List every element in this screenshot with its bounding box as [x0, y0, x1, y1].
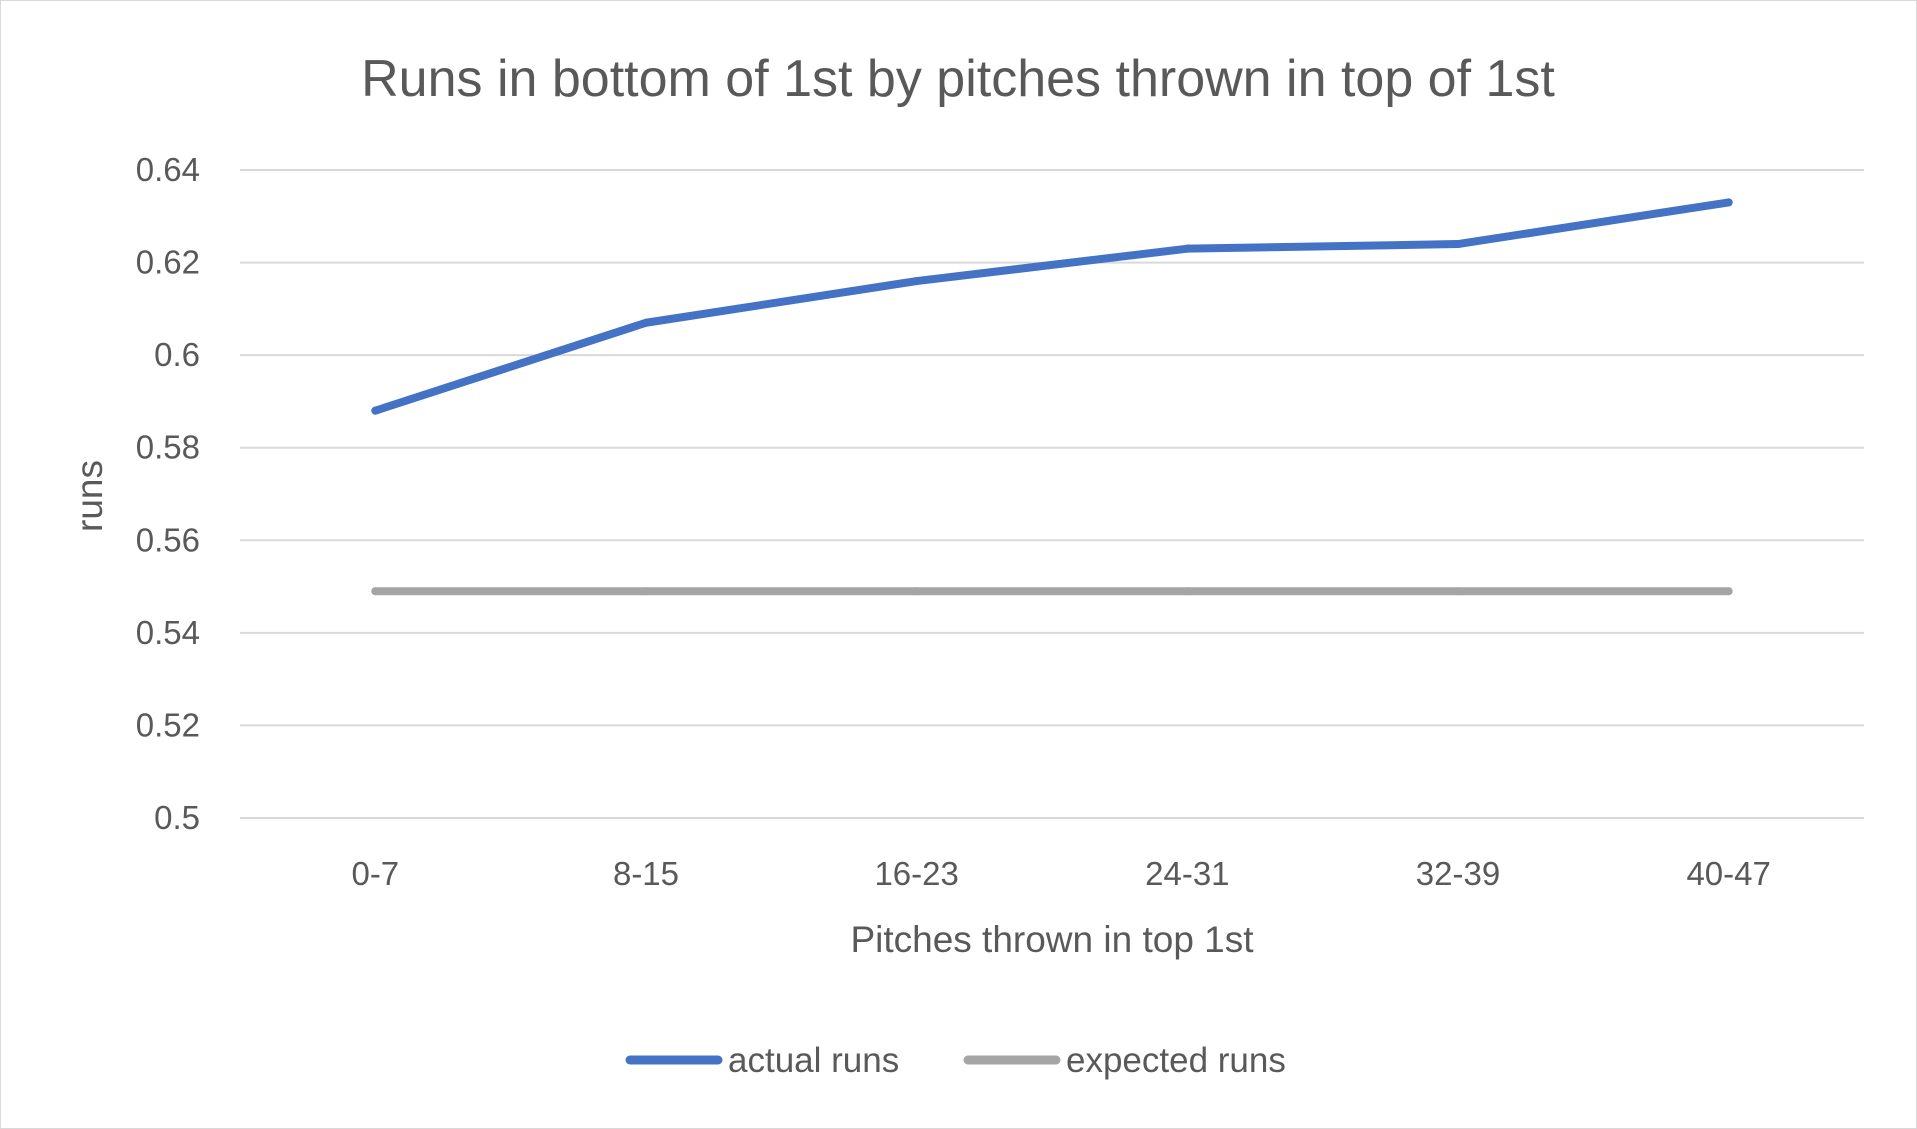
- y-tick-label: 0.52: [136, 706, 200, 743]
- y-tick-label: 0.62: [136, 244, 200, 281]
- series-lines: [371, 198, 1733, 596]
- data-point-actual-runs: [371, 406, 380, 415]
- data-point-expected-runs: [642, 587, 650, 596]
- y-axis-label: runs: [69, 460, 110, 532]
- legend-label-expected-runs: expected runs: [1066, 1041, 1286, 1080]
- y-tick-label: 0.58: [136, 429, 200, 466]
- data-point-actual-runs: [1724, 198, 1733, 207]
- data-point-actual-runs: [1454, 240, 1462, 249]
- data-point-actual-runs: [1183, 244, 1192, 253]
- x-tick-label: 0-7: [351, 855, 399, 892]
- data-point-expected-runs: [1724, 587, 1733, 596]
- y-tick-label: 0.54: [136, 614, 200, 651]
- legend-label-actual-runs: actual runs: [728, 1041, 899, 1080]
- gridlines: [240, 169, 1864, 819]
- data-point-expected-runs: [1183, 587, 1192, 596]
- series-line-actual-runs: [371, 198, 1733, 415]
- data-point-expected-runs: [1454, 587, 1462, 596]
- y-tick-label: 0.6: [154, 336, 200, 373]
- chart-title: Runs in bottom of 1st by pitches thrown …: [361, 50, 1555, 108]
- x-tick-label: 16-23: [874, 855, 958, 892]
- y-tick-label: 0.56: [136, 521, 200, 558]
- x-tick-label: 24-31: [1145, 855, 1229, 892]
- x-axis-label: Pitches thrown in top 1st: [850, 919, 1254, 960]
- data-point-expected-runs: [912, 587, 921, 596]
- x-tick-label: 40-47: [1686, 855, 1770, 892]
- legend: actual runs expected runs: [625, 1041, 1286, 1080]
- y-tick-label: 0.64: [136, 151, 200, 188]
- x-tick-label: 32-39: [1416, 855, 1500, 892]
- y-axis-ticks: 0.5 0.52 0.54 0.56 0.58 0.6 0.62 0.64: [136, 151, 200, 836]
- data-point-actual-runs: [642, 318, 650, 327]
- x-tick-label: 8-15: [613, 855, 679, 892]
- y-tick-label: 0.5: [154, 799, 200, 836]
- data-point-actual-runs: [912, 277, 921, 286]
- x-axis-ticks: 0-7 8-15 16-23 24-31 32-39 40-47: [351, 855, 1770, 892]
- data-point-expected-runs: [371, 587, 380, 596]
